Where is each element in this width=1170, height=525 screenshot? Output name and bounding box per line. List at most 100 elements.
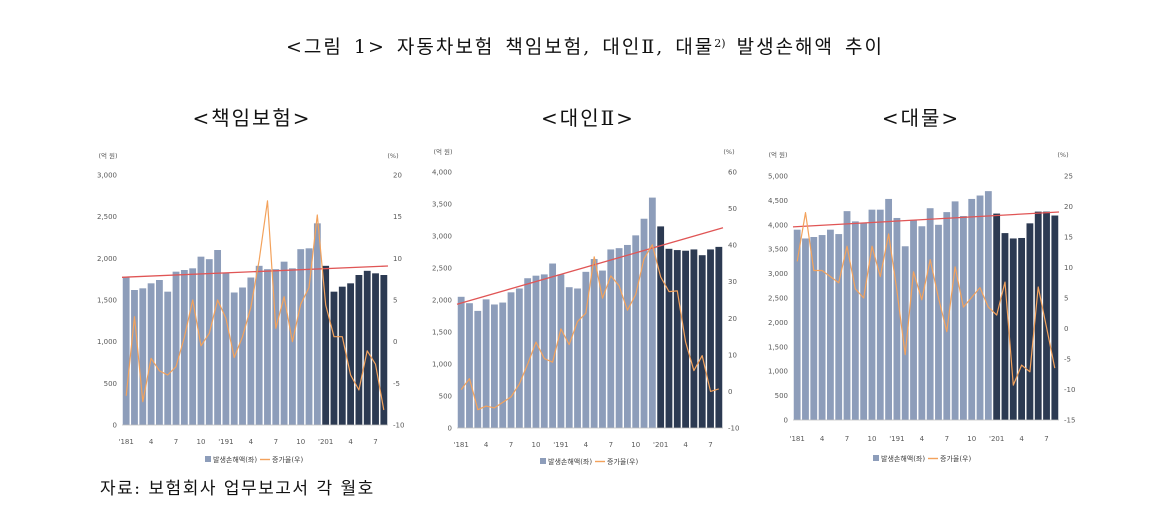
bar-highlighted: [1001, 233, 1009, 420]
chart-title: <대인Ⅱ>: [541, 106, 635, 130]
bar-highlighted: [1026, 223, 1034, 420]
right-axis-unit: (%): [723, 148, 734, 156]
growth-rate-line: [796, 212, 1056, 386]
bar-highlighted: [330, 291, 338, 425]
bar: [624, 244, 631, 428]
growth-rate-line: [125, 200, 385, 411]
x-axis-tick-label: 7: [1044, 435, 1048, 443]
x-axis-tick-label: 4: [149, 438, 154, 446]
right-axis-tick-label: 60: [728, 169, 737, 177]
left-axis-tick-label: 2,000: [97, 255, 117, 263]
legend-label-losses: 발생손해액(좌): [548, 457, 592, 466]
x-axis-tick-label: 7: [174, 438, 178, 446]
bar: [918, 226, 926, 420]
figure-title-text: <그림 1> 자동차보험 책임보험, 대인Ⅱ, 대물: [285, 36, 715, 58]
bar-highlighted: [1009, 238, 1017, 420]
right-axis-tick-label: -10: [1064, 386, 1075, 394]
bar: [951, 201, 959, 420]
bar: [156, 280, 163, 425]
bar-highlighted: [715, 246, 723, 428]
right-axis-tick-label: -5: [393, 380, 400, 388]
left-axis-tick-label: 1,500: [768, 343, 788, 351]
trend-line: [792, 211, 1060, 228]
x-axis-tick-label: 7: [708, 441, 712, 449]
x-axis-tick-label: 10: [631, 441, 640, 449]
x-axis-tick-label: '181: [119, 438, 134, 446]
bar: [582, 271, 590, 428]
bar: [574, 288, 581, 428]
growth-rate-line: [460, 244, 719, 411]
bar: [164, 291, 172, 425]
bar: [222, 272, 230, 425]
left-axis-tick-label: 3,500: [432, 201, 452, 209]
bar-highlighted: [338, 286, 346, 425]
right-axis-tick-label: 10: [1064, 264, 1073, 272]
bar: [640, 218, 648, 428]
right-axis-tick-label: 20: [393, 172, 402, 180]
chart-title: <대물>: [882, 106, 960, 130]
bar: [289, 268, 296, 425]
legend-label-growth: 증가율(우): [272, 455, 303, 464]
left-axis-tick-label: 2,500: [432, 265, 452, 273]
trend-line: [456, 227, 724, 305]
x-axis-tick-label: 4: [484, 441, 489, 449]
bar: [632, 235, 640, 428]
bar: [648, 197, 656, 428]
x-axis-tick-label: 4: [348, 438, 353, 446]
bar: [615, 248, 623, 428]
right-axis-tick-label: 0: [1064, 325, 1068, 333]
bar: [960, 216, 967, 420]
left-axis-tick-label: 1,500: [97, 297, 117, 305]
left-axis-tick-label: 0: [113, 422, 117, 430]
bar: [557, 274, 565, 428]
bar-highlighted: [993, 213, 1001, 420]
bar: [474, 310, 482, 428]
bar: [230, 292, 238, 425]
x-axis-tick-label: 4: [1019, 435, 1024, 443]
x-axis-tick-label: 7: [373, 438, 377, 446]
left-axis-tick-label: 2,000: [768, 319, 788, 327]
legend-label-growth: 증가율(우): [607, 457, 638, 466]
right-axis-unit: (%): [1057, 151, 1068, 159]
right-axis-tick-label: -15: [1064, 417, 1075, 425]
legend-label-growth: 증가율(우): [940, 454, 971, 463]
legend-label-losses: 발생손해액(좌): [213, 455, 257, 464]
bar-highlighted: [707, 249, 714, 428]
source-note: 자료: 보험회사 업무보고서 각 월호: [100, 479, 375, 499]
x-axis-tick-label: 7: [609, 441, 613, 449]
left-axis-tick-label: 5,000: [768, 173, 788, 181]
chart-title: <책임보험>: [192, 106, 311, 130]
left-axis-tick-label: 3,000: [432, 233, 452, 241]
bar: [272, 269, 280, 425]
figure-title-text-end: 발생손해액 추이: [725, 36, 885, 58]
right-axis-tick-label: 0: [728, 388, 732, 396]
bar: [524, 278, 532, 428]
bar: [565, 287, 573, 428]
right-axis-tick-label: -10: [728, 425, 739, 433]
right-axis-tick-label: -5: [1064, 356, 1071, 364]
bar: [147, 283, 155, 425]
bar-highlighted: [355, 275, 363, 425]
right-axis-tick-label: 25: [1064, 173, 1073, 181]
bar: [851, 221, 859, 420]
legend-swatch-bar: [205, 456, 211, 462]
left-axis-unit: (억 원): [433, 147, 452, 156]
bar: [607, 249, 615, 428]
left-axis-unit: (억 원): [98, 151, 117, 160]
x-axis-tick-label: 4: [683, 441, 688, 449]
bar: [297, 249, 305, 425]
right-axis-tick-label: 20: [1064, 203, 1073, 211]
left-axis-tick-label: 3,500: [768, 246, 788, 254]
bar-highlighted: [322, 265, 330, 425]
bar: [943, 212, 951, 420]
bar-highlighted: [347, 283, 355, 425]
x-axis-tick-label: 10: [532, 441, 541, 449]
bar: [540, 274, 548, 428]
bar: [264, 269, 271, 425]
bar-highlighted: [363, 270, 371, 425]
left-axis-tick-label: 0: [784, 417, 788, 425]
x-axis-tick-label: 7: [945, 435, 949, 443]
x-axis-tick-label: 7: [509, 441, 513, 449]
bar: [466, 303, 473, 428]
